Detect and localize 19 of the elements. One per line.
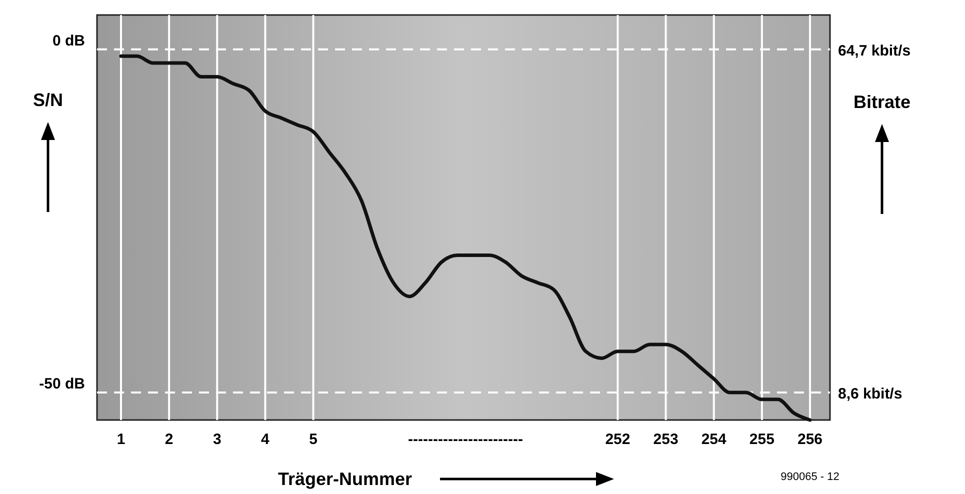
x-axis-title: Träger-Nummer [278,469,412,489]
x-tick-label: 253 [653,431,678,448]
y-axis-title: S/N [32,90,64,110]
y2-axis-title: Bitrate [853,92,911,112]
x-tick-label: 252 [605,431,630,448]
y-tick-label: -50 dB [39,376,86,393]
text: 990065 - 12 [780,471,840,483]
x-tick-label: 254 [701,431,728,448]
text: ----------------------- [408,431,523,448]
y-tick-label: 0 dB [52,32,86,50]
x-tick-label: 1 [116,431,126,448]
x-tick-label: 256 [797,431,823,448]
y2-tick-label: 64,7 kbit/s [838,42,911,60]
x-tick-label: 5 [309,431,318,448]
x-tick-label: 255 [749,431,774,448]
x-tick-label: 4 [261,431,270,448]
x-tick-label: 3 [212,431,222,448]
y2-tick-label: 8,6 kbit/s [838,385,902,402]
x-tick-label: 2 [164,431,174,448]
